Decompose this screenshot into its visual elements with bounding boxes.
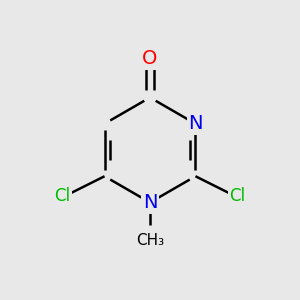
Text: CH₃: CH₃ (136, 233, 164, 248)
Text: Cl: Cl (55, 187, 70, 205)
Text: N: N (188, 114, 203, 133)
Text: O: O (142, 49, 158, 68)
Text: N: N (143, 193, 157, 212)
Text: Cl: Cl (230, 187, 245, 205)
